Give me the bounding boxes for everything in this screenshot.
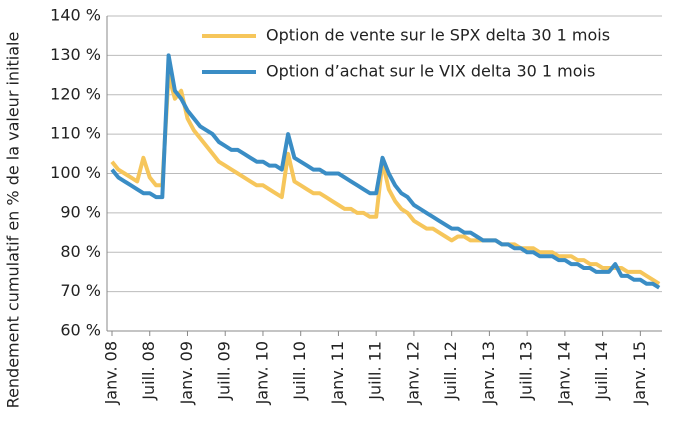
x-tick-label: Juill. 09 (215, 341, 234, 401)
legend-background (196, 21, 666, 51)
x-tick-label: Janv. 12 (403, 341, 422, 405)
x-tick-label: Juill. 11 (366, 341, 385, 401)
x-tick-label: Janv. 11 (328, 341, 347, 405)
y-tick-label: 70 % (60, 281, 101, 300)
x-tick-label: Janv. 09 (177, 341, 196, 405)
x-tick-label: Juill. 10 (290, 341, 309, 401)
y-tick-label: 100 % (50, 163, 101, 182)
x-tick-label: Juill. 13 (517, 341, 536, 401)
legend-label: Option de vente sur le SPX delta 30 1 mo… (266, 26, 610, 45)
y-tick-label: 80 % (60, 242, 101, 261)
x-tick-label: Janv. 14 (554, 341, 573, 405)
legend-label: Option d’achat sur le VIX delta 30 1 moi… (266, 62, 595, 81)
x-tick-label: Juill. 08 (139, 341, 158, 401)
y-tick-label: 120 % (50, 84, 101, 103)
y-tick-label: 60 % (60, 321, 101, 340)
x-tick-label: Janv. 10 (252, 341, 271, 405)
x-tick-label: Janv. 08 (102, 341, 121, 405)
y-axis-label: Rendement cumulatif en % de la valeur in… (4, 32, 23, 409)
x-tick-label: Janv. 15 (630, 341, 649, 405)
series-line (110, 53, 661, 290)
y-tick-label: 140 % (50, 6, 101, 25)
x-tick-label: Juill. 14 (592, 341, 611, 401)
series-line (110, 73, 661, 286)
legend-background (196, 57, 666, 87)
x-tick-label: Juill. 12 (441, 341, 460, 401)
y-tick-label: 130 % (50, 45, 101, 64)
y-tick-label: 110 % (50, 124, 101, 143)
x-tick-label: Janv. 13 (479, 341, 498, 405)
y-tick-label: 90 % (60, 202, 101, 221)
